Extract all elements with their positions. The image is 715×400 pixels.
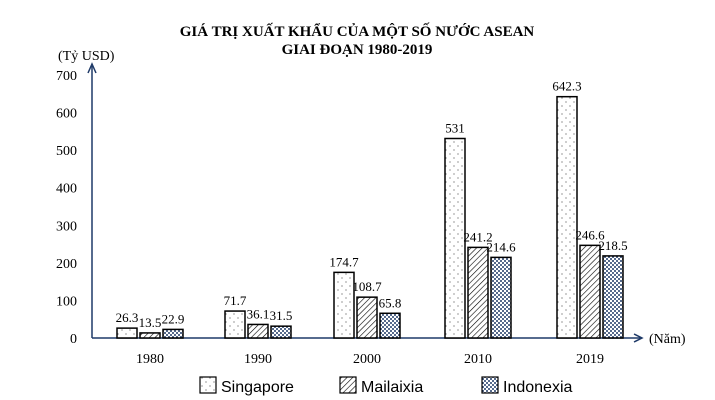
x-tick-label: 2019 [576, 352, 604, 367]
data-label: 26.3 [116, 310, 139, 325]
chart-title-line-1: GIÁ TRỊ XUẤT KHẨU CỦA MỘT SỐ NƯỚC ASEAN [180, 22, 535, 40]
y-tick-label: 300 [56, 219, 77, 234]
y-tick-label: 600 [56, 107, 77, 122]
y-tick-label: 100 [56, 294, 77, 309]
bar-mailaixia-1980 [139, 332, 161, 339]
data-label: 108.7 [352, 279, 382, 294]
data-label: 71.7 [224, 293, 247, 308]
y-axis-label: (Tỷ USD) [58, 49, 115, 64]
data-label: 214.6 [486, 239, 516, 254]
bar-singapore-1980 [116, 327, 138, 339]
data-label: 531 [445, 120, 465, 135]
y-tick-label: 500 [56, 144, 77, 159]
bar-singapore-2010 [444, 137, 466, 339]
chart-title-line-2: GIAI ĐOẠN 1980-2019 [282, 42, 433, 58]
legend-swatch-mailaixia [339, 376, 357, 394]
bar-indonexia-2019 [602, 255, 624, 339]
x-axis-arrow-icon [633, 333, 644, 343]
x-tick-label: 1990 [244, 352, 272, 367]
data-label: 174.7 [329, 254, 359, 269]
bar-mailaixia-1990 [247, 323, 269, 339]
x-axis-label: (Năm) [649, 332, 686, 347]
bar-mailaixia-2000 [356, 296, 378, 339]
y-tick-label: 200 [56, 257, 77, 272]
x-tick-label: 1980 [136, 352, 164, 367]
bar-indonexia-2000 [379, 312, 401, 339]
bar-indonexia-1990 [270, 325, 292, 339]
bar-mailaixia-2010 [467, 246, 489, 339]
data-label: 36.1 [247, 306, 270, 321]
bar-singapore-1990 [224, 310, 246, 339]
data-label: 642.3 [552, 79, 581, 94]
legend-swatch-indonexia [481, 376, 499, 394]
x-tick-label: 2000 [353, 352, 381, 367]
data-label: 218.5 [598, 238, 627, 253]
data-label: 246.6 [575, 227, 605, 242]
y-axis-arrow-icon [87, 62, 97, 74]
data-label: 22.9 [162, 311, 185, 326]
y-tick-label: 700 [56, 69, 77, 84]
data-label: 241.2 [463, 229, 492, 244]
data-label: 13.5 [139, 315, 162, 330]
bar-indonexia-2010 [490, 256, 512, 339]
y-tick-label: 400 [56, 182, 77, 197]
x-tick-label: 2010 [464, 352, 492, 367]
bar-singapore-2019 [556, 95, 578, 339]
bar-mailaixia-2019 [579, 244, 601, 339]
bar-indonexia-1980 [162, 328, 184, 339]
legend-swatch-singapore [199, 376, 217, 394]
bar-singapore-2000 [333, 271, 355, 339]
data-label: 31.5 [270, 308, 293, 323]
legend-label-indonexia: Indonexia [503, 379, 572, 396]
legend-label-mailaixia: Mailaixia [361, 379, 423, 396]
legend-label-singapore: Singapore [221, 379, 294, 396]
data-label: 65.8 [379, 295, 402, 310]
y-tick-label: 0 [70, 332, 77, 347]
